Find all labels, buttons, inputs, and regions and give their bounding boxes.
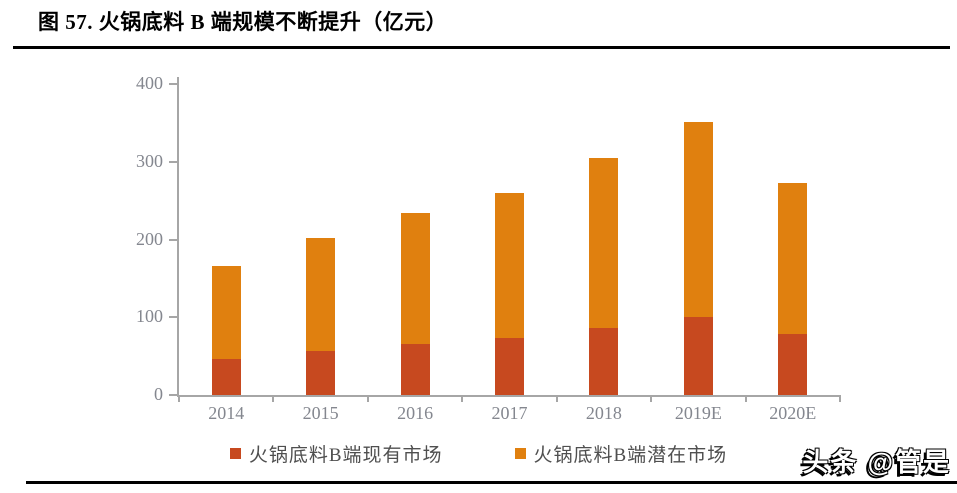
bar-segment-2017 <box>495 338 524 395</box>
x-axis-tick <box>366 395 369 402</box>
y-tick-label: 300 <box>136 150 163 171</box>
watermark: 头条 @管是 <box>802 447 951 477</box>
x-tick-label: 2019E <box>674 403 722 423</box>
x-tick-label: 2014 <box>208 403 245 423</box>
y-axis-cap <box>177 77 179 84</box>
bar-segment-2019E <box>683 317 713 395</box>
legend-swatch-potential-market <box>514 448 526 459</box>
x-tick-label: 2016 <box>397 403 434 423</box>
y-axis-tick <box>169 316 177 319</box>
bar-segment-2015 <box>306 238 336 351</box>
x-tick-label: 2017 <box>491 403 528 423</box>
bar-segment-2015 <box>306 351 336 395</box>
bar-segment-2014 <box>211 359 241 395</box>
figure-title: 图 57. 火锅底料 B 端规模不断提升（亿元） <box>38 10 448 34</box>
x-axis-tick <box>744 395 747 402</box>
y-axis-tick <box>169 238 177 241</box>
bar-segment-2018 <box>589 328 619 395</box>
y-axis-tick <box>169 394 177 396</box>
x-axis-tick <box>178 395 180 402</box>
bar-segment-2020E <box>778 334 808 395</box>
legend-item-potential-market: 火锅底料B端潜在市场 <box>514 440 728 467</box>
legend-label-potential-market: 火锅底料B端潜在市场 <box>533 445 728 466</box>
x-tick-label: 2015 <box>302 403 339 423</box>
chart-legend: 火锅底料B端现有市场 火锅底料B端潜在市场 <box>0 440 957 467</box>
legend-item-existing-market: 火锅底料B端现有市场 <box>229 440 443 467</box>
legend-label-existing-market: 火锅底料B端现有市场 <box>248 445 443 466</box>
bottom-divider <box>26 481 957 484</box>
x-axis-tick <box>461 395 464 402</box>
plot-area: 0 100 200 300 400 2014 2015 2016 2017 2018 2019E 20… <box>136 73 841 423</box>
x-axis-tick <box>650 395 653 402</box>
x-tick-label: 2018 <box>585 403 622 423</box>
title-divider <box>13 46 950 49</box>
bar-segment-2017 <box>495 193 524 338</box>
y-axis-tick <box>169 83 177 85</box>
bar-segment-2019E <box>683 122 713 317</box>
legend-swatch-existing-market <box>229 448 241 459</box>
x-axis-tick <box>839 395 841 402</box>
bar-segment-2020E <box>778 183 808 334</box>
bar-segment-2014 <box>211 266 241 359</box>
y-tick-label: 100 <box>136 306 163 327</box>
y-axis-tick <box>169 160 177 163</box>
x-axis-tick <box>555 395 558 402</box>
y-tick-label: 400 <box>136 73 163 93</box>
y-tick-label: 200 <box>136 228 163 249</box>
bar-segment-2016 <box>400 213 430 344</box>
x-tick-label: 2020E <box>769 403 817 423</box>
bar-segment-2018 <box>589 158 619 328</box>
bar-segment-2016 <box>400 344 430 395</box>
y-tick-label: 0 <box>154 384 163 404</box>
x-axis-tick <box>272 395 275 402</box>
